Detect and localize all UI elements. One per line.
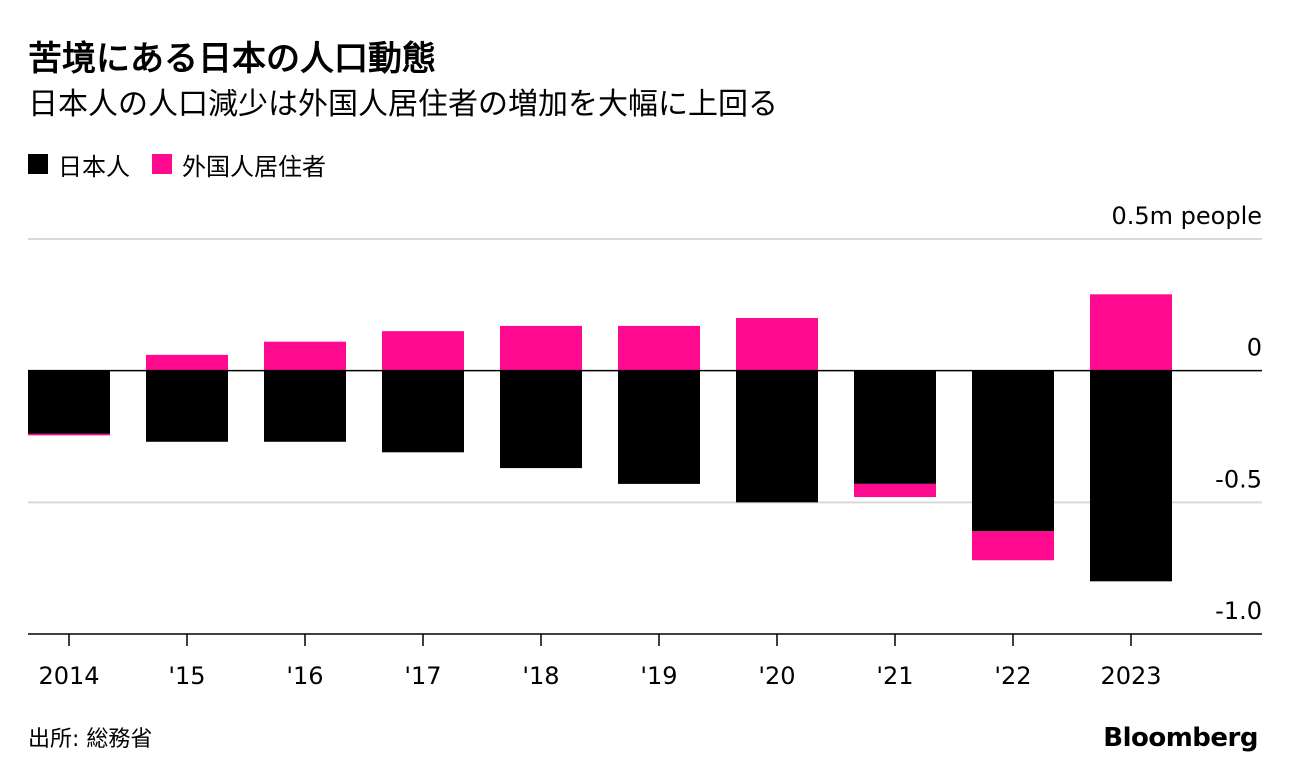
x-tick-label-3: '17 <box>404 662 441 690</box>
bar-japanese-5 <box>618 370 700 484</box>
y-tick-label-3: -1.0 <box>1215 597 1262 625</box>
legend-label-japanese: 日本人 <box>58 152 130 181</box>
bars <box>28 294 1172 582</box>
bloomberg-logo: Bloomberg <box>1103 723 1258 753</box>
x-tick-label-0: 2014 <box>38 662 99 690</box>
bar-japanese-0 <box>28 370 110 434</box>
x-tick-label-5: '19 <box>640 662 677 690</box>
gridlines <box>28 238 1262 504</box>
x-tick-label-1: '15 <box>168 662 205 690</box>
bar-japanese-3 <box>382 370 464 453</box>
bar-foreign-2 <box>264 341 346 371</box>
bar-japanese-8 <box>972 370 1054 532</box>
bar-japanese-6 <box>736 370 818 503</box>
bar-foreign-8 <box>972 531 1054 561</box>
x-tick-label-9: 2023 <box>1100 662 1161 690</box>
x-tick-label-8: '22 <box>994 662 1031 690</box>
chart-subtitle: 日本人の人口減少は外国人居住者の増加を大幅に上回る <box>28 87 778 122</box>
bar-japanese-7 <box>854 370 936 484</box>
legend-label-foreign: 外国人居住者 <box>182 152 326 181</box>
y-tick-label-0: 0.5m people <box>1111 202 1262 230</box>
legend: 日本人 外国人居住者 <box>28 146 348 182</box>
source-note: 出所: 総務省 <box>28 727 153 752</box>
bar-foreign-1 <box>146 354 228 371</box>
bar-foreign-3 <box>382 331 464 371</box>
legend-item-foreign: 外国人居住者 <box>152 147 326 182</box>
bar-japanese-2 <box>264 370 346 442</box>
x-tick-label-4: '18 <box>522 662 559 690</box>
x-tick-label-2: '16 <box>286 662 323 690</box>
legend-item-japanese: 日本人 <box>28 147 130 182</box>
axes <box>28 369 1262 646</box>
chart-title: 苦境にある日本の人口動態 <box>28 39 436 79</box>
bar-foreign-9 <box>1090 294 1172 371</box>
legend-swatch-japanese <box>28 154 48 174</box>
x-tick-label-7: '21 <box>876 662 913 690</box>
tick-labels: 2014 '15 '16 '17 '18 '19 '20 '21 '22 2023 0.5m peo… <box>38 202 1262 690</box>
x-tick-label-6: '20 <box>758 662 795 690</box>
bar-foreign-6 <box>736 318 818 371</box>
bar-japanese-4 <box>500 370 582 469</box>
bar-foreign-4 <box>500 325 582 371</box>
y-tick-label-1: 0 <box>1247 334 1262 362</box>
bar-foreign-5 <box>618 325 700 371</box>
legend-swatch-foreign <box>152 154 172 174</box>
bar-japanese-1 <box>146 370 228 442</box>
bar-foreign-0 <box>28 433 110 436</box>
bar-japanese-9 <box>1090 370 1172 582</box>
bar-foreign-7 <box>854 483 936 498</box>
y-tick-label-2: -0.5 <box>1215 465 1262 493</box>
